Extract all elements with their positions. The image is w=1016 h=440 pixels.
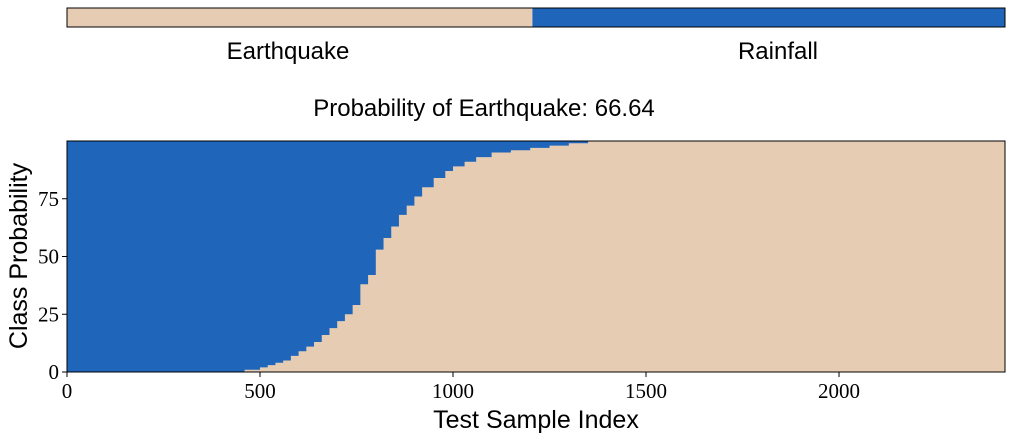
legend-swatch-rainfall (532, 8, 1005, 27)
legend-label-earthquake: Earthquake (227, 38, 350, 65)
x-tick-label: 500 (244, 379, 276, 403)
y-axis-label: Class Probability (5, 162, 33, 349)
chart-title: Probability of Earthquake: 66.64 (313, 95, 655, 122)
x-axis-label: Test Sample Index (433, 406, 639, 434)
legend-bar: Earthquake Rainfall (66, 7, 1006, 65)
x-tick-label: 0 (62, 379, 73, 403)
plot-area (66, 140, 1006, 373)
area-earthquake (67, 141, 1005, 372)
y-tick-label: 50 (38, 245, 59, 269)
x-tick-label: 1000 (432, 379, 474, 403)
x-axis: 0 500 1000 1500 2000 (62, 372, 860, 403)
x-tick-label: 2000 (818, 379, 860, 403)
x-tick-label: 1500 (625, 379, 667, 403)
legend-label-rainfall: Rainfall (738, 38, 818, 65)
legend-swatch-earthquake (67, 8, 533, 27)
y-axis: 0 25 50 75 (38, 187, 67, 384)
y-tick-label: 0 (49, 360, 60, 384)
y-tick-label: 25 (38, 302, 59, 326)
y-tick-label: 75 (38, 187, 59, 211)
legend-frame (66, 7, 1006, 28)
